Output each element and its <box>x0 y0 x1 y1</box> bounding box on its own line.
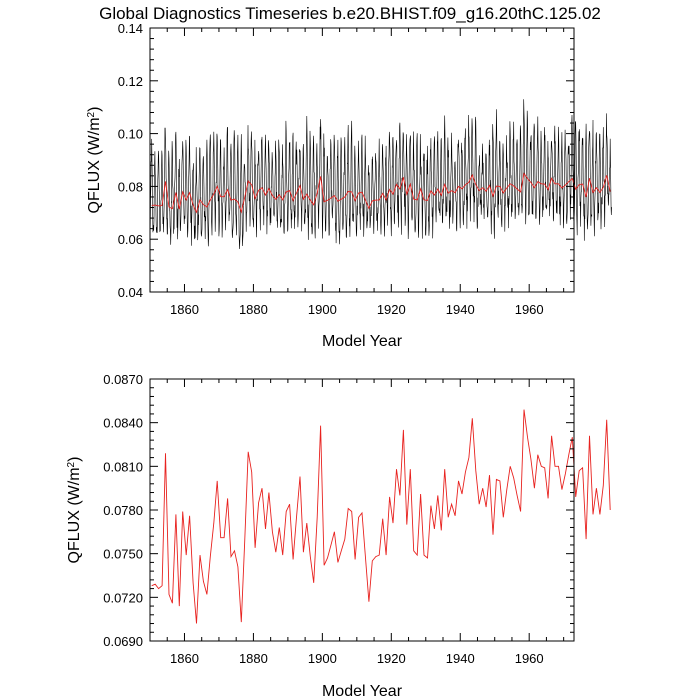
top-panel: 1860 1880 1900 1920 1940 1960 0.04 0.06 0.08 0.10… <box>86 21 612 350</box>
top-y-tick-label: 0.10 <box>118 127 143 142</box>
bottom-series-annual-line <box>151 409 611 624</box>
bottom-x-tick-label: 1880 <box>239 651 268 666</box>
top-y-label-sup: 2 <box>86 111 97 117</box>
bottom-y-tick-label: 0.0870 <box>103 372 143 387</box>
chart-title: Global Diagnostics Timeseries b.e20.BHIS… <box>99 4 601 23</box>
bottom-x-tick-label: 1860 <box>170 651 199 666</box>
top-x-tick-label: 1920 <box>377 302 406 317</box>
top-x-tick-label: 1900 <box>308 302 337 317</box>
bottom-x-tick-label: 1920 <box>377 651 406 666</box>
top-y-tick-label: 0.06 <box>118 232 143 247</box>
top-x-tick-label: 1860 <box>170 302 199 317</box>
top-x-tick-label: 1960 <box>515 302 544 317</box>
top-y-tick-label: 0.12 <box>118 74 143 89</box>
bottom-y-label-main: QFLUX (W/m <box>66 467 83 563</box>
top-axis-ticks: 1860 1880 1900 1920 1940 1960 0.04 0.06 0.08 0.10… <box>118 21 574 317</box>
top-series-annual-line <box>151 172 611 214</box>
bottom-y-tick-label: 0.0810 <box>103 459 143 474</box>
top-y-label-close: ) <box>86 107 103 112</box>
top-y-tick-label: 0.04 <box>118 285 143 300</box>
top-y-axis-label: QFLUX (W/m2) <box>86 107 104 214</box>
bottom-y-tick-label: 0.0780 <box>103 503 143 518</box>
bottom-y-label-sup: 2 <box>66 461 77 467</box>
top-x-tick-label: 1880 <box>239 302 268 317</box>
top-series-monthly-line <box>149 99 612 250</box>
bottom-y-label-close: ) <box>66 457 83 462</box>
top-y-label-main: QFLUX (W/m <box>86 117 103 213</box>
top-x-axis-label: Model Year <box>322 333 403 350</box>
top-plot-frame <box>149 27 575 293</box>
top-series-layer <box>149 99 612 250</box>
bottom-y-tick-label: 0.0750 <box>103 547 143 562</box>
bottom-y-tick-label: 0.0720 <box>103 590 143 605</box>
bottom-y-tick-label: 0.0690 <box>103 634 143 649</box>
bottom-x-tick-label: 1960 <box>515 651 544 666</box>
bottom-x-tick-label: 1900 <box>308 651 337 666</box>
top-x-tick-label: 1940 <box>446 302 475 317</box>
top-y-tick-label: 0.14 <box>118 21 143 36</box>
bottom-axis-ticks: 1860 1880 1900 1920 1940 1960 0.0690 0.0720 0.07… <box>103 372 574 666</box>
bottom-series-layer <box>151 409 611 624</box>
bottom-panel: 1860 1880 1900 1920 1940 1960 0.0690 0.0720 0.07… <box>66 372 611 700</box>
top-y-tick-label: 0.08 <box>118 179 143 194</box>
bottom-x-axis-label: Model Year <box>322 683 403 700</box>
bottom-plot-frame <box>149 378 575 642</box>
bottom-y-tick-label: 0.0840 <box>103 416 143 431</box>
bottom-y-axis-label: QFLUX (W/m2) <box>66 457 84 564</box>
bottom-x-tick-label: 1940 <box>446 651 475 666</box>
